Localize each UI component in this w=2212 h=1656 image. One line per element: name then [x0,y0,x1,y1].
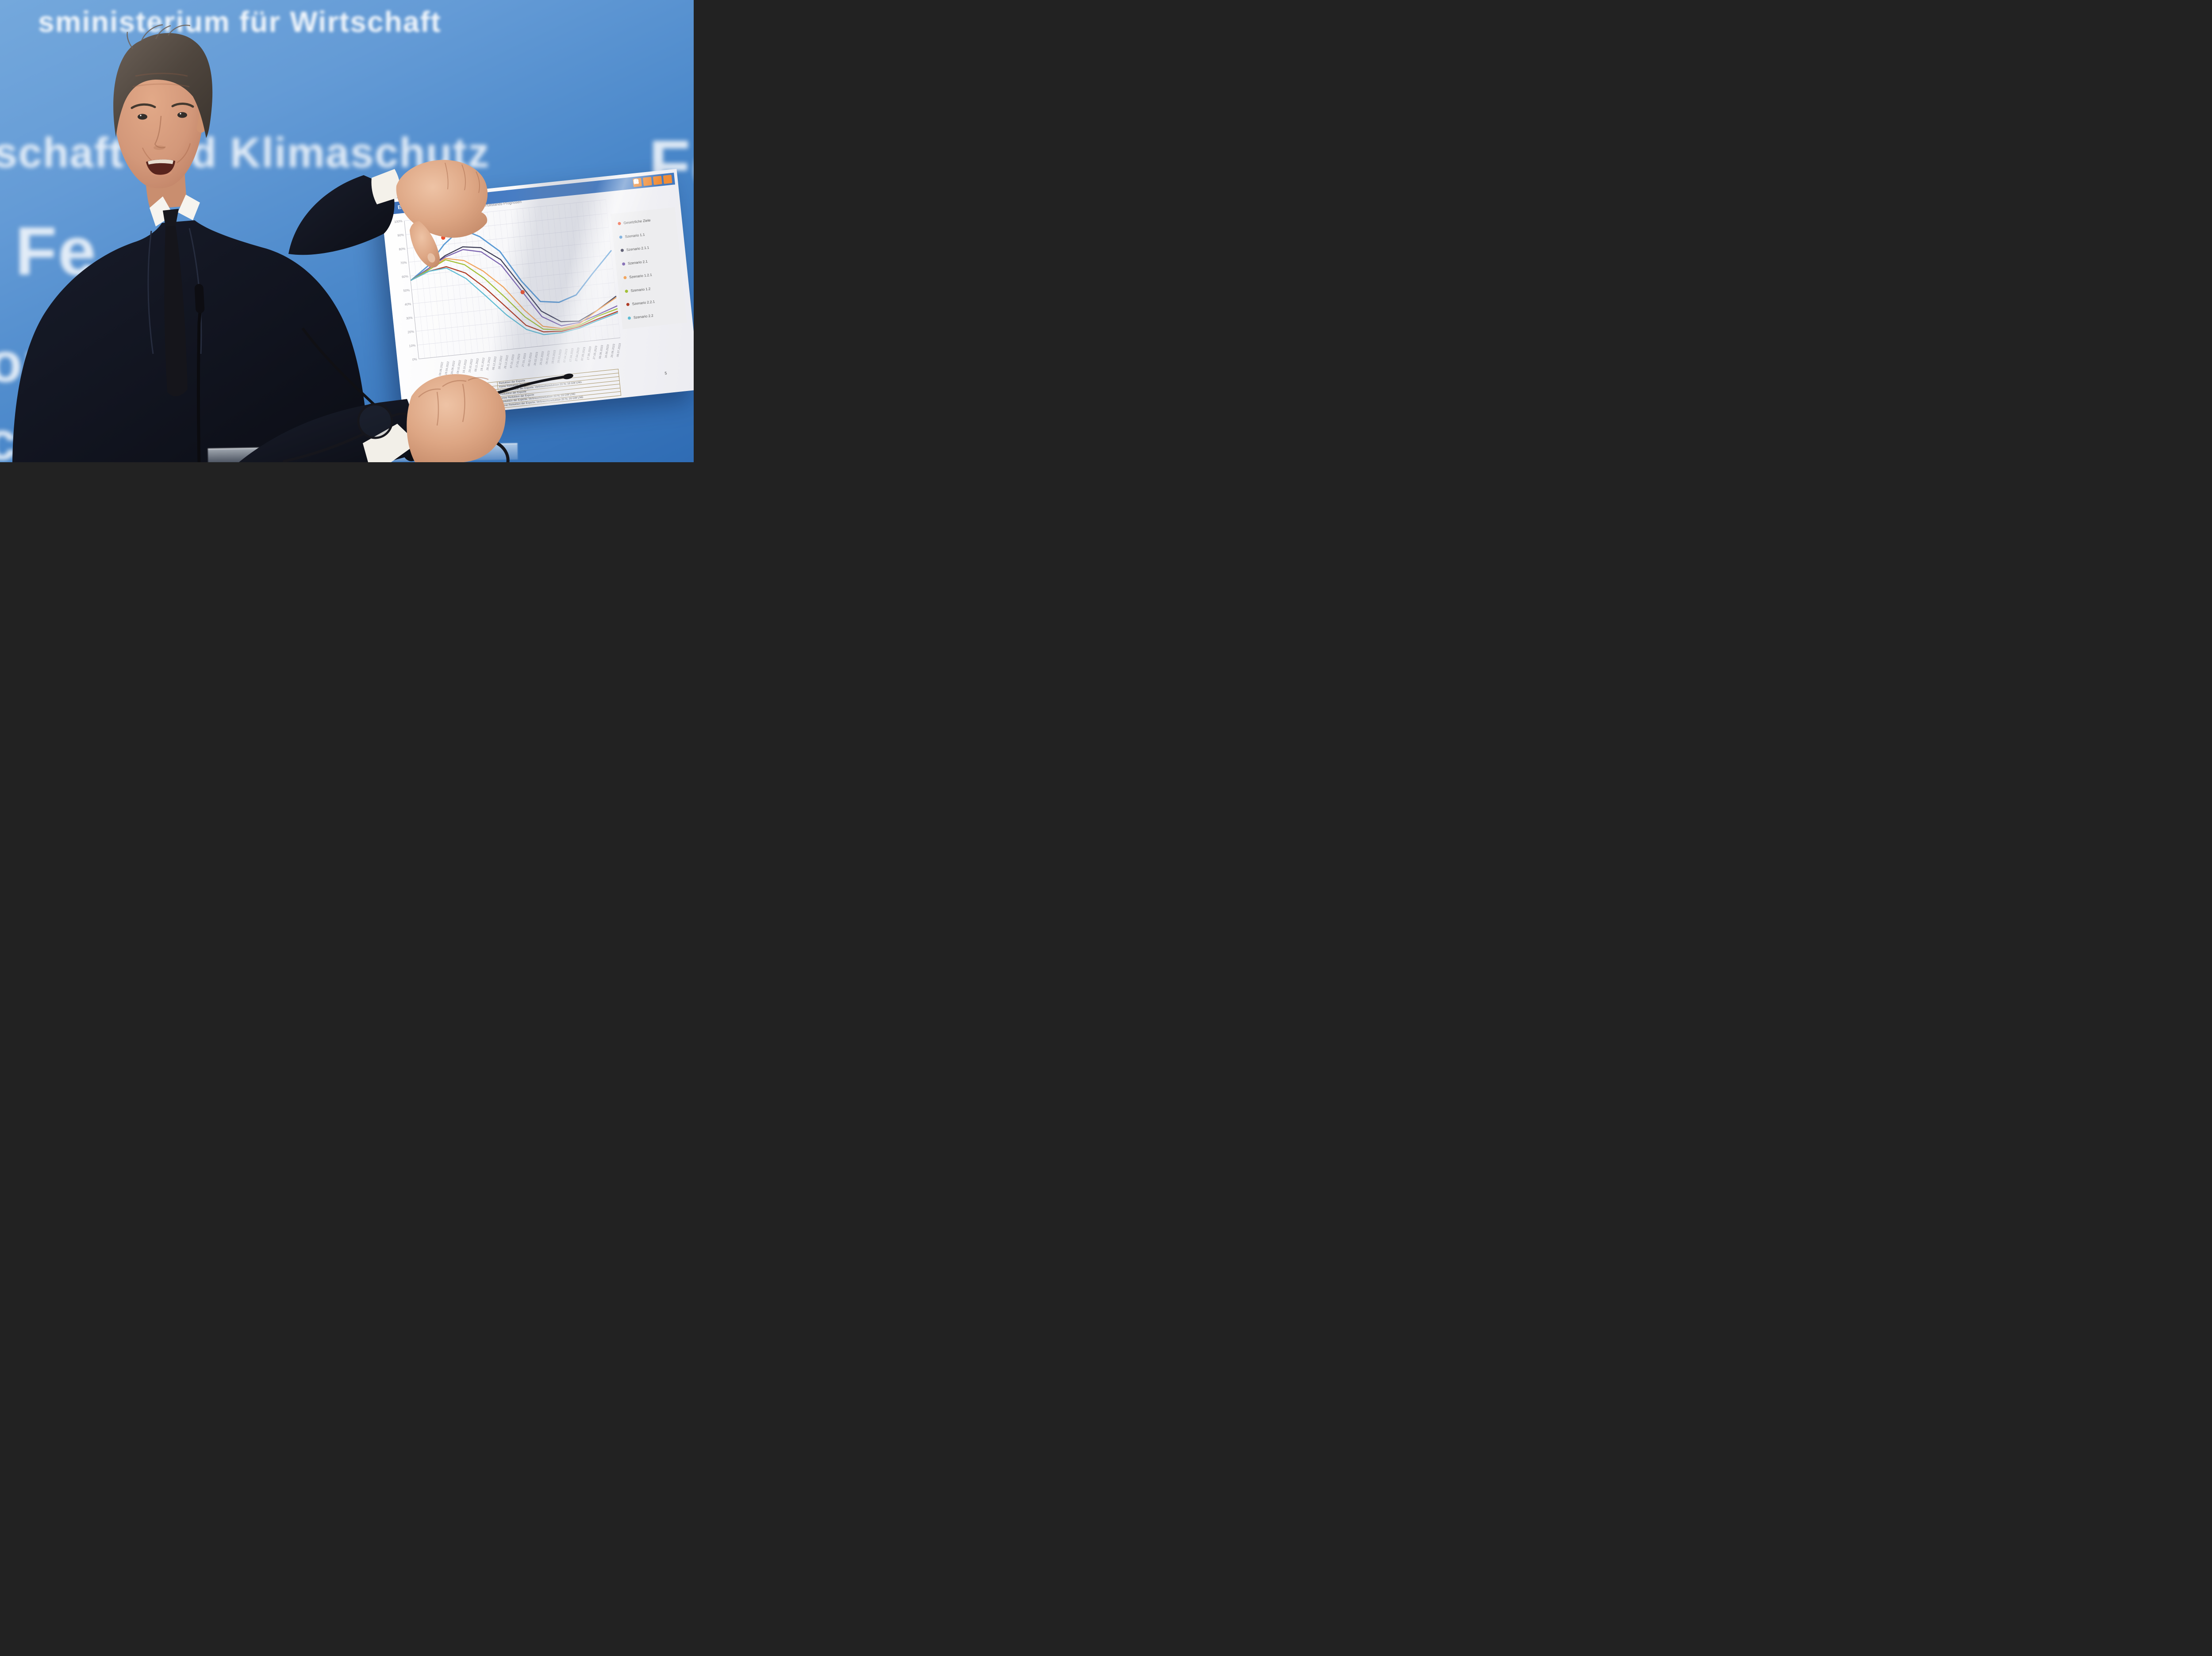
tie-blade [164,226,188,397]
eye-glint [180,113,181,115]
teeth [148,159,173,165]
eyeglasses-temple-left [283,433,364,462]
wall-text-fragment: schaft und Klimaschutz [0,129,490,176]
svg-text:10%: 10% [409,343,416,348]
wall-text-fragment: sministerium für Wirtschaft [38,5,442,38]
shirt-collar [178,195,200,220]
tie-knot [163,209,179,226]
foreground-elements [239,160,573,462]
knuckle-creases [418,377,489,426]
eyebrow [131,103,194,109]
nose [154,115,166,149]
microphone-gooseneck [197,312,202,462]
slide-header: Ergebnisse Speicherfüllstände [384,172,676,215]
eyeglasses-temple-tip [563,373,573,380]
press-conference-photo: sministerium für Wirtschaft schaft und K… [0,0,694,462]
svg-text:50%: 50% [403,288,410,293]
hair [113,33,213,138]
svg-text:100%: 100% [394,219,403,224]
thumbnail [427,253,435,263]
hair-strands [127,24,191,49]
header-icons [633,174,672,188]
finger-creases [445,162,480,193]
slide-paper: Ergebnisse Speicherfüllstände Speicherfü… [380,169,694,421]
microphone-capsule [194,284,205,313]
svg-text:60%: 60% [402,274,409,279]
svg-text:0%: 0% [412,357,418,361]
svg-text:80%: 80% [399,247,406,252]
speaker [12,24,369,462]
eyeglasses-hanging-arm [494,441,510,462]
eyeglasses-lens [357,403,393,439]
svg-text:70%: 70% [400,261,407,265]
shirt-cuff-right [363,424,418,462]
eye-glint [140,115,142,116]
svg-text:90%: 90% [397,233,404,238]
shirt-cuff [371,169,400,204]
nose-shadow [154,146,165,150]
lower-lip [150,172,172,176]
train-icon [634,174,672,185]
svg-text:30%: 30% [406,316,413,321]
left-hand [396,160,488,238]
forehead-wrinkle [132,73,190,88]
shirt-collar [150,196,173,226]
suit-jacket [12,220,369,462]
storage-level-chart: 100% 90% 80% 70% 60% 50% 40% 30% 20% 10% 0% 09.09.2… [387,196,629,401]
svg-text:20%: 20% [407,330,415,334]
eyeglasses-bridge [390,412,407,418]
svg-text:40%: 40% [404,302,411,307]
raised-arm-sleeve [288,175,395,255]
right-hand-fist [407,374,506,462]
